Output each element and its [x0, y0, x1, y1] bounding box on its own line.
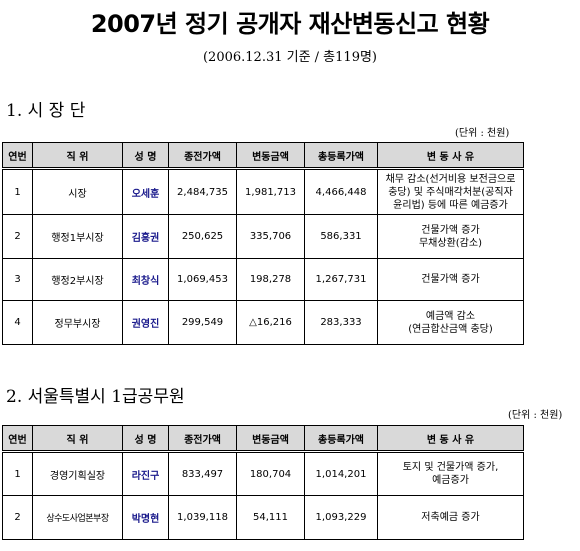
- cell-total-value: 586,331: [304, 214, 378, 259]
- cell-position: 행정2부시장: [32, 258, 123, 301]
- cell-change-value: 180,704: [236, 451, 305, 496]
- cell-change-value: 198,278: [236, 258, 305, 301]
- table-row: 4 정무부시장 권영진 299,549 △16,216 283,333 예금액 …: [2, 300, 524, 345]
- cell-name: 권영진: [122, 300, 169, 345]
- cell-name: 라진구: [122, 451, 169, 496]
- col-header-total-value: 총등록가액: [304, 425, 378, 453]
- cell-total-value: 1,093,229: [304, 495, 378, 540]
- col-header-name: 성 명: [122, 142, 169, 170]
- cell-prev-value: 1,069,453: [168, 258, 237, 301]
- cell-change-value: 54,111: [236, 495, 305, 540]
- cell-no: 4: [2, 300, 33, 345]
- col-header-position: 직 위: [32, 142, 123, 170]
- cell-total-value: 4,466,448: [304, 168, 378, 215]
- cell-position: 상수도사업본부장: [32, 495, 123, 540]
- cell-total-value: 1,014,201: [304, 451, 378, 496]
- page-subtitle: (2006.12.31 기준 / 총119명): [202, 50, 377, 65]
- unit-label-mayors: (단위 : 천원): [455, 128, 510, 139]
- cell-reason: 건물가액 증가 무채상환(감소): [377, 214, 524, 259]
- cell-prev-value: 2,484,735: [168, 168, 237, 215]
- table-row: 2 상수도사업본부장 박명현 1,039,118 54,111 1,093,22…: [2, 495, 524, 540]
- unit-label-grade1: (단위 : 천원): [508, 410, 563, 421]
- col-header-change-value: 변동금액: [236, 142, 305, 170]
- cell-reason: 저축예금 증가: [377, 495, 524, 540]
- cell-position: 정무부시장: [32, 300, 123, 345]
- reason-line: 토지 및 건물가액 증가,: [402, 462, 499, 473]
- cell-total-value: 283,333: [304, 300, 378, 345]
- cell-change-value: 1,981,713: [236, 168, 305, 215]
- table-mayors: 연번 직 위 성 명 종전가액 변동금액 총등록가액 변 동 사 유 1 시장 …: [2, 142, 524, 345]
- reason-line: 윤리법) 등에 따른 예금증가: [393, 199, 508, 211]
- reason-line: 채무 감소(선거비용 보전금으로: [385, 173, 516, 185]
- table-row: 1 시장 오세훈 2,484,735 1,981,713 4,466,448 채…: [2, 168, 524, 215]
- cell-change-value: 335,706: [236, 214, 305, 259]
- col-header-change-value: 변동금액: [236, 425, 305, 453]
- cell-no: 3: [2, 258, 33, 301]
- cell-total-value: 1,267,731: [304, 258, 378, 301]
- cell-no: 1: [2, 451, 33, 496]
- cell-prev-value: 1,039,118: [168, 495, 237, 540]
- col-header-reason: 변 동 사 유: [377, 142, 524, 170]
- col-header-no: 연번: [2, 425, 33, 453]
- table-header-row: 연번 직 위 성 명 종전가액 변동금액 총등록가액 변 동 사 유: [2, 142, 524, 170]
- col-header-prev-value: 종전가액: [168, 425, 237, 453]
- cell-prev-value: 299,549: [168, 300, 237, 345]
- reason-line: 건물가액 증가: [421, 274, 480, 285]
- table-row: 2 행정1부시장 김흥권 250,625 335,706 586,331 건물가…: [2, 214, 524, 259]
- col-header-no: 연번: [2, 142, 33, 170]
- reason-line: 충당) 및 주식매각처분(공직자: [388, 186, 513, 198]
- cell-no: 2: [2, 495, 33, 540]
- col-header-reason: 변 동 사 유: [377, 425, 524, 453]
- reason-line: 건물가액 증가: [421, 224, 480, 236]
- table-row: 3 행정2부시장 최창식 1,069,453 198,278 1,267,731…: [2, 258, 524, 301]
- col-header-position: 직 위: [32, 425, 123, 453]
- cell-name: 박명현: [122, 495, 169, 540]
- cell-reason: 건물가액 증가: [377, 258, 524, 301]
- cell-prev-value: 833,497: [168, 451, 237, 496]
- reason-line: 예금액 감소: [425, 310, 476, 322]
- cell-no: 1: [2, 168, 33, 215]
- reason-line: 저축예금 증가: [421, 512, 480, 523]
- reason-line: (연금합산금액 충당): [408, 323, 493, 335]
- cell-name: 최창식: [122, 258, 169, 301]
- cell-name: 김흥권: [122, 214, 169, 259]
- col-header-total-value: 총등록가액: [304, 142, 378, 170]
- page-title: 2007년 정기 공개자 재산변동신고 현황: [90, 10, 490, 38]
- cell-change-value: △16,216: [236, 300, 305, 345]
- reason-line: 예금증가: [432, 475, 469, 486]
- col-header-name: 성 명: [122, 425, 169, 453]
- cell-position: 경영기획실장: [32, 451, 123, 496]
- section-heading-grade1: 2. 서울특별시 1급공무원: [6, 387, 185, 407]
- cell-name: 오세훈: [122, 168, 169, 215]
- reason-line: 무채상환(감소): [418, 237, 482, 249]
- cell-prev-value: 250,625: [168, 214, 237, 259]
- cell-position: 시장: [32, 168, 123, 215]
- col-header-prev-value: 종전가액: [168, 142, 237, 170]
- table-header-row: 연번 직 위 성 명 종전가액 변동금액 총등록가액 변 동 사 유: [2, 425, 524, 453]
- table-grade1-officials: 연번 직 위 성 명 종전가액 변동금액 총등록가액 변 동 사 유 1 경영기…: [2, 425, 524, 540]
- section-heading-mayors: 1. 시 장 단: [6, 101, 86, 121]
- cell-position: 행정1부시장: [32, 214, 123, 259]
- cell-reason: 토지 및 건물가액 증가, 예금증가: [377, 451, 524, 496]
- cell-reason: 채무 감소(선거비용 보전금으로 충당) 및 주식매각처분(공직자 윤리법) 등…: [377, 168, 524, 215]
- table-row: 1 경영기획실장 라진구 833,497 180,704 1,014,201 토…: [2, 451, 524, 496]
- cell-reason: 예금액 감소 (연금합산금액 충당): [377, 300, 524, 345]
- cell-no: 2: [2, 214, 33, 259]
